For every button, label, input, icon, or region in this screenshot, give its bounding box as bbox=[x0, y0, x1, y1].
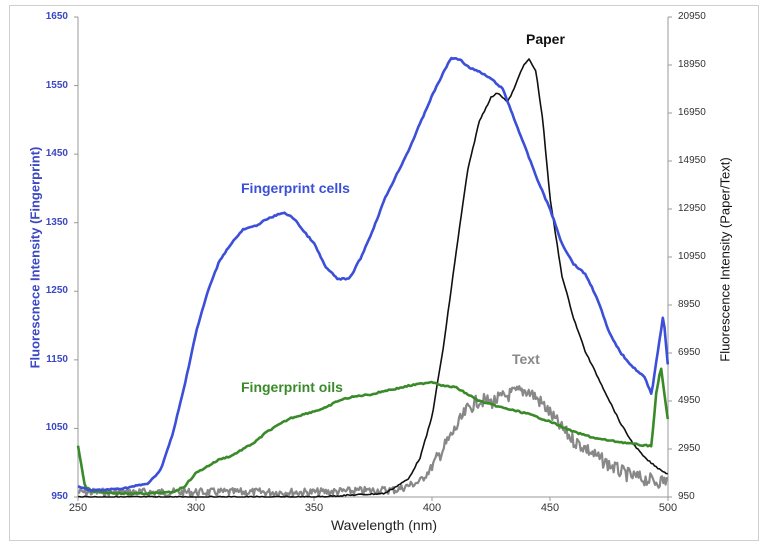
x-axis-label: Wavelength (nm) bbox=[330, 517, 438, 533]
annotation-paper: Paper bbox=[526, 31, 565, 47]
right-y-tick-label: 18950 bbox=[678, 59, 706, 70]
right-y-tick-label: 20950 bbox=[678, 11, 706, 22]
left-y-tick-label: 1450 bbox=[45, 148, 68, 160]
right-y-tick-label: 950 bbox=[678, 491, 695, 502]
right-y-axis-label: Fluorescence Intensity (Paper/Text) bbox=[717, 157, 733, 362]
left-y-tick-label: 1550 bbox=[45, 79, 68, 91]
annotation-fingerprint-cells: Fingerprint cells bbox=[241, 180, 350, 196]
left-y-tick-label: 1150 bbox=[46, 353, 68, 365]
right-y-tick-label: 16950 bbox=[678, 107, 706, 118]
left-y-axis-label: Fluorescnece Intensity (Fingerprint) bbox=[27, 146, 43, 369]
series-paper bbox=[77, 58, 668, 498]
series-fingerprint-oils bbox=[76, 367, 670, 496]
x-tick-label: 450 bbox=[540, 502, 560, 514]
x-tick-label: 400 bbox=[422, 502, 442, 514]
left-y-tick-label: 1050 bbox=[45, 422, 68, 434]
x-tick-label: 300 bbox=[186, 502, 206, 514]
chart-frame bbox=[9, 5, 759, 541]
right-y-tick-label: 2950 bbox=[678, 443, 701, 454]
annotation-fingerprint-oils: Fingerprint oils bbox=[241, 379, 343, 395]
right-y-tick-label: 4950 bbox=[678, 395, 701, 406]
right-y-tick-label: 12950 bbox=[678, 203, 706, 214]
x-tick-label: 500 bbox=[658, 502, 678, 514]
left-y-tick-label: 1350 bbox=[45, 216, 68, 228]
series-fingerprint-cells bbox=[77, 56, 670, 492]
x-tick-label: 250 bbox=[68, 502, 88, 514]
left-y-tick-label: 1650 bbox=[45, 11, 68, 22]
right-y-tick-label: 10950 bbox=[678, 251, 706, 262]
left-y-tick-label: 1250 bbox=[45, 285, 68, 297]
right-y-tick-label: 14950 bbox=[678, 155, 706, 166]
right-y-tick-label: 6950 bbox=[678, 347, 701, 358]
left-y-tick-label: 950 bbox=[51, 491, 68, 502]
annotation-text: Text bbox=[512, 351, 540, 367]
series-text bbox=[77, 385, 669, 498]
right-y-tick-label: 8950 bbox=[678, 299, 701, 310]
x-tick-label: 350 bbox=[304, 502, 324, 514]
